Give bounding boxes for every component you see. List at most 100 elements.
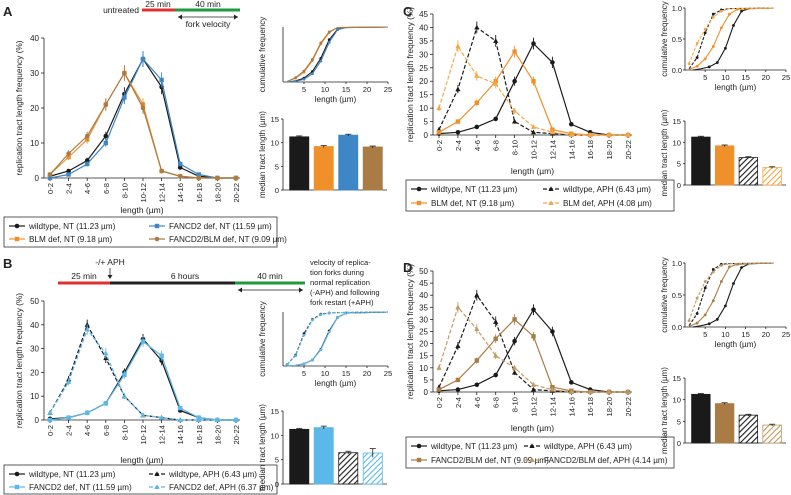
D-main-legend-label: wildtype, NT (11.23 µm) [430, 442, 518, 451]
C-main-x-tick-label: 2-4 [454, 140, 463, 151]
D-main-data-point [493, 352, 499, 358]
D-cum-x-tick-label: 15 [741, 330, 749, 339]
B-cum-data-point [311, 318, 314, 322]
A-med-y-tick-label: 15 [271, 115, 279, 124]
B-cum-series-line [286, 311, 389, 365]
B-main-data-point [47, 410, 53, 415]
panel-label-a: A [3, 4, 13, 19]
C-main-y-tick-label: 5 [424, 118, 429, 127]
A-cum-data-point [319, 41, 323, 45]
B-med-y-tick-label: 15 [271, 407, 279, 416]
D-main-x-tick-label: 10-12 [530, 397, 539, 416]
D-main-legend-marker [529, 457, 535, 462]
D-main-legend-label: wildtype, APH (6.43 µm) [543, 442, 632, 451]
C-main-legend-label: BLM def, APH (4.08 µm) [563, 199, 652, 208]
B-main-legend-label: FANCD2 def, NT (11.59 µm) [29, 483, 132, 492]
B-main-data-point [66, 379, 72, 384]
A-main-data-point [196, 172, 201, 177]
D-main-data-point [549, 386, 555, 392]
C-med-bar [691, 136, 711, 186]
A-main-y-tick-label: 10 [30, 139, 39, 148]
B-main-x-tick-label: 10-12 [139, 425, 148, 444]
A-main-data-point [122, 70, 127, 76]
C-cum-data-point [724, 46, 727, 50]
B-main-data-point [178, 405, 183, 411]
D-main-data-point [474, 382, 480, 388]
A-main-x-tick-label: 8-10 [120, 183, 129, 198]
D-med-bar [738, 414, 759, 444]
B-main-data-point [84, 326, 90, 332]
C-cum-data-point [719, 9, 723, 13]
A-cum-data-point [336, 28, 339, 32]
C-cum-y-tick-label: 0.0 [672, 66, 682, 75]
D-main-legend-label: FANCD2/BLM def, APH (4.14 µm) [544, 456, 668, 465]
D-main-data-point [512, 317, 517, 322]
B-main-y-tick-label: 50 [30, 297, 39, 306]
A-main-y-tick-label: 40 [30, 34, 39, 43]
D-cum-data-point [695, 296, 699, 300]
D-med-y-tick-label: 10 [673, 396, 681, 405]
C-cum-data-point [703, 27, 707, 31]
C-main-y-label: replication tract length frequency (%) [405, 7, 415, 142]
D-main-y-tick-label: 15 [419, 352, 428, 361]
D-main-data-point [587, 389, 593, 394]
D-main-data-point [474, 292, 480, 298]
A-main-series-line [49, 71, 236, 179]
B-main-data-point [85, 410, 90, 416]
A-main-x-tick-label: 0-2 [46, 183, 55, 194]
A-main-data-point [140, 105, 146, 111]
C-main-x-tick-label: 14-16 [567, 140, 576, 159]
C-main-data-point [625, 132, 631, 137]
D-main-data-point [436, 387, 442, 392]
A-main-legend-item: wildtype, NT (11.23 µm) [9, 222, 116, 231]
C-cum-x-tick-label: 20 [762, 73, 770, 82]
timeline-b-note-line-5: fork restart (+APH) [310, 298, 374, 307]
B-main-data-point [159, 414, 165, 420]
B-med-chart: 0 5 10 15 median tract length (µm) [258, 404, 387, 491]
C-med-bar [738, 157, 759, 186]
C-main-y-tick-label: 40 [419, 23, 428, 32]
A-cum-x-tick-label: 20 [363, 85, 371, 94]
A-main-x-tick-label: 14-16 [176, 183, 185, 202]
C-main-series-0 [436, 37, 631, 138]
A-main-y-label: replication tract length frequency (%) [14, 40, 24, 175]
B-main-data-point [103, 401, 108, 406]
B-cum-chart: 5 10 15 20 25 cumulative frequency length (µm) [258, 301, 392, 388]
B-main-x-tick-label: 0-2 [46, 425, 55, 436]
B-cum-data-point [285, 362, 289, 366]
A-main-series-3 [47, 65, 239, 181]
B-cum-data-point [294, 354, 297, 358]
A-main-data-point [66, 151, 71, 156]
C-main-x-tick-label: 8-10 [511, 140, 520, 155]
D-cum-chart: 0.0 0.5 1.0 5 10 15 20 25 cumulative frequency le… [660, 257, 790, 349]
D-cum-data-point [695, 321, 699, 325]
A-cum-y-label: cumulative frequency [258, 17, 267, 93]
D-med-y-tick-label: 15 [673, 374, 681, 383]
D-main-legend-item: FANCD2/BLM def, APH (4.14 µm) [524, 456, 668, 465]
C-main-data-point [569, 121, 574, 127]
C-cum-data-point [695, 64, 699, 68]
A-main-data-point [103, 102, 109, 107]
D-med-bar [762, 424, 782, 444]
A-main-series-1 [47, 51, 239, 181]
C-cum-x-label: length (µm) [715, 83, 757, 92]
timeline-b-note-line-3: normal replication [310, 278, 370, 287]
B-main-series-3 [47, 324, 239, 422]
A-main-y-tick-label: 0 [35, 174, 40, 183]
D-cum-x-tick-label: 25 [782, 330, 790, 339]
D-cum-data-point [728, 265, 731, 269]
D-cum-data-point [703, 313, 707, 317]
C-main-data-point [587, 132, 593, 137]
A-main-data-point [66, 172, 71, 177]
C-main-series-3 [436, 40, 631, 137]
A-main-x-tick-label: 2-4 [65, 183, 74, 194]
D-main-x-tick-label: 2-4 [454, 397, 463, 408]
C-cum-data-point [703, 57, 707, 61]
A-main-data-point [84, 133, 90, 139]
B-main-x-tick-label: 20-22 [232, 425, 241, 444]
D-main-x-tick-label: 12-14 [548, 397, 557, 416]
A-main-series-line [49, 57, 236, 179]
B-main-y-tick-label: 0 [35, 416, 40, 425]
B-main-series-line [49, 323, 236, 421]
